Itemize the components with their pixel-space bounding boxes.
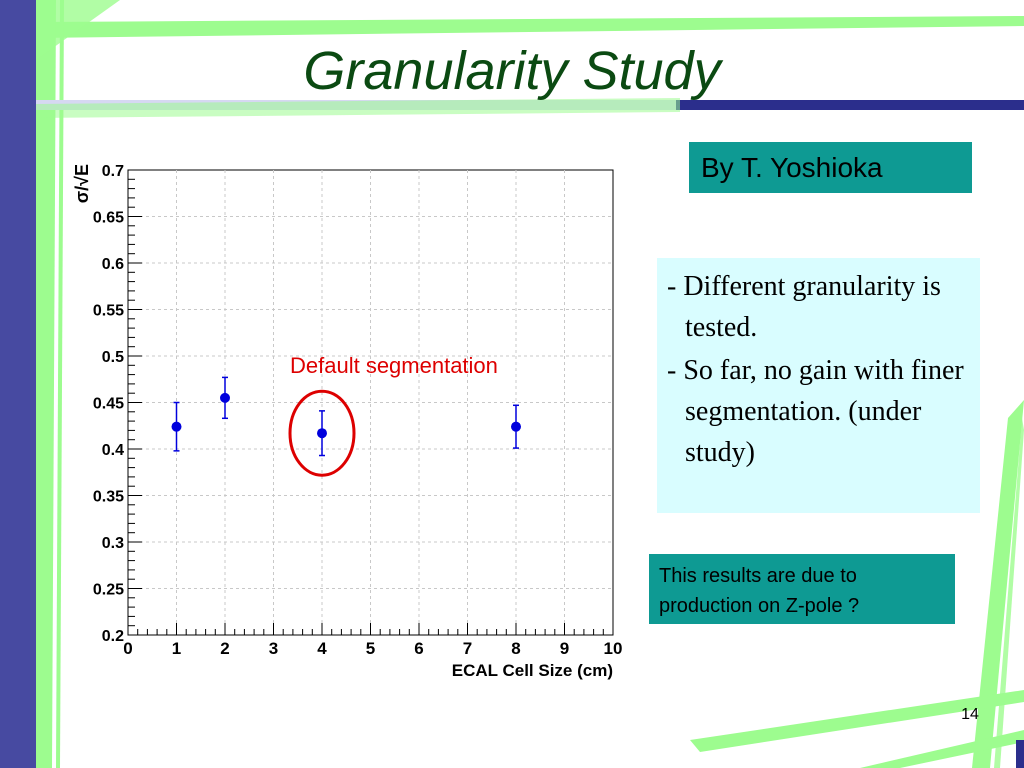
- y-tick-label: 0.6: [102, 256, 124, 273]
- author-byline: By T. Yoshioka: [689, 142, 972, 193]
- data-points: [171, 376, 521, 457]
- data-point: [220, 392, 230, 403]
- y-axis-label: σ/√E: [72, 164, 92, 203]
- x-tick-label: 8: [511, 639, 520, 658]
- top-left-green-block: [36, 0, 120, 60]
- axis-ticks: [127, 169, 614, 636]
- result-note-box: This results are due to production on Z-…: [649, 554, 955, 624]
- bottom-green-stripe-2: [860, 730, 1024, 768]
- default-segmentation-circle: [288, 389, 356, 477]
- x-tick-label: 6: [414, 639, 423, 658]
- y-tick-label: 0.5: [102, 349, 124, 366]
- x-tick-label: 4: [317, 639, 327, 658]
- left-green-stripe-2: [56, 0, 64, 768]
- header-green-band: [36, 98, 680, 118]
- x-axis-label: ECAL Cell Size (cm): [452, 661, 613, 680]
- y-tick-label: 0.2: [102, 628, 124, 645]
- x-tick-label: 3: [269, 639, 278, 658]
- data-point-group: [511, 404, 521, 449]
- left-navy-bar: [0, 0, 36, 768]
- annotation-label: Default segmentation: [290, 353, 498, 378]
- resolution-chart: 0 1 2 3 4 5 6 7 8 9 10 0.2 0.25 0.3 0.35 0.4 0.45 0.5 0.5…: [72, 163, 622, 680]
- y-tick-labels: 0.2 0.25 0.3 0.35 0.4 0.45 0.5 0.55 0.6 0.65 0.7: [93, 163, 124, 645]
- left-green-stripe: [36, 0, 56, 768]
- data-point-group: [171, 401, 182, 452]
- y-tick-label: 0.25: [93, 582, 124, 599]
- y-tick-label: 0.7: [102, 163, 124, 180]
- right-green-stripe-1: [972, 400, 1024, 768]
- data-point: [511, 421, 521, 432]
- x-tick-label: 1: [172, 639, 181, 658]
- x-tick-label: 9: [560, 639, 569, 658]
- y-tick-label: 0.55: [93, 303, 124, 320]
- x-tick-label: 10: [604, 639, 623, 658]
- left-navy-gradient: [0, 0, 36, 768]
- data-point: [317, 428, 327, 439]
- y-tick-label: 0.65: [93, 210, 124, 227]
- notes-box: - Different granularity is tested. - So …: [657, 258, 980, 513]
- top-green-stripe: [36, 16, 1024, 38]
- right-navy-corner: [1016, 740, 1024, 768]
- x-tick-labels: 0 1 2 3 4 5 6 7 8 9 10: [123, 639, 622, 658]
- y-tick-label: 0.45: [93, 396, 124, 413]
- x-tick-label: 2: [220, 639, 229, 658]
- x-tick-label: 7: [463, 639, 472, 658]
- x-tick-label: 0: [123, 639, 132, 658]
- page-number: 14: [961, 706, 979, 723]
- note-item: - So far, no gain with finer segmentatio…: [667, 355, 964, 468]
- data-point-group: [220, 376, 230, 420]
- plot-grid: [128, 170, 613, 635]
- data-point: [171, 421, 182, 432]
- bottom-green-stripe-1: [690, 690, 1024, 752]
- slide-title: Granularity Study: [303, 41, 721, 101]
- y-tick-label: 0.4: [102, 442, 124, 459]
- y-tick-label: 0.3: [102, 535, 124, 552]
- right-green-stripe-2: [994, 418, 1024, 768]
- x-tick-label: 5: [366, 639, 375, 658]
- y-tick-label: 0.35: [93, 489, 124, 506]
- data-point-group: [317, 410, 327, 457]
- note-item: - Different granularity is tested.: [667, 271, 941, 343]
